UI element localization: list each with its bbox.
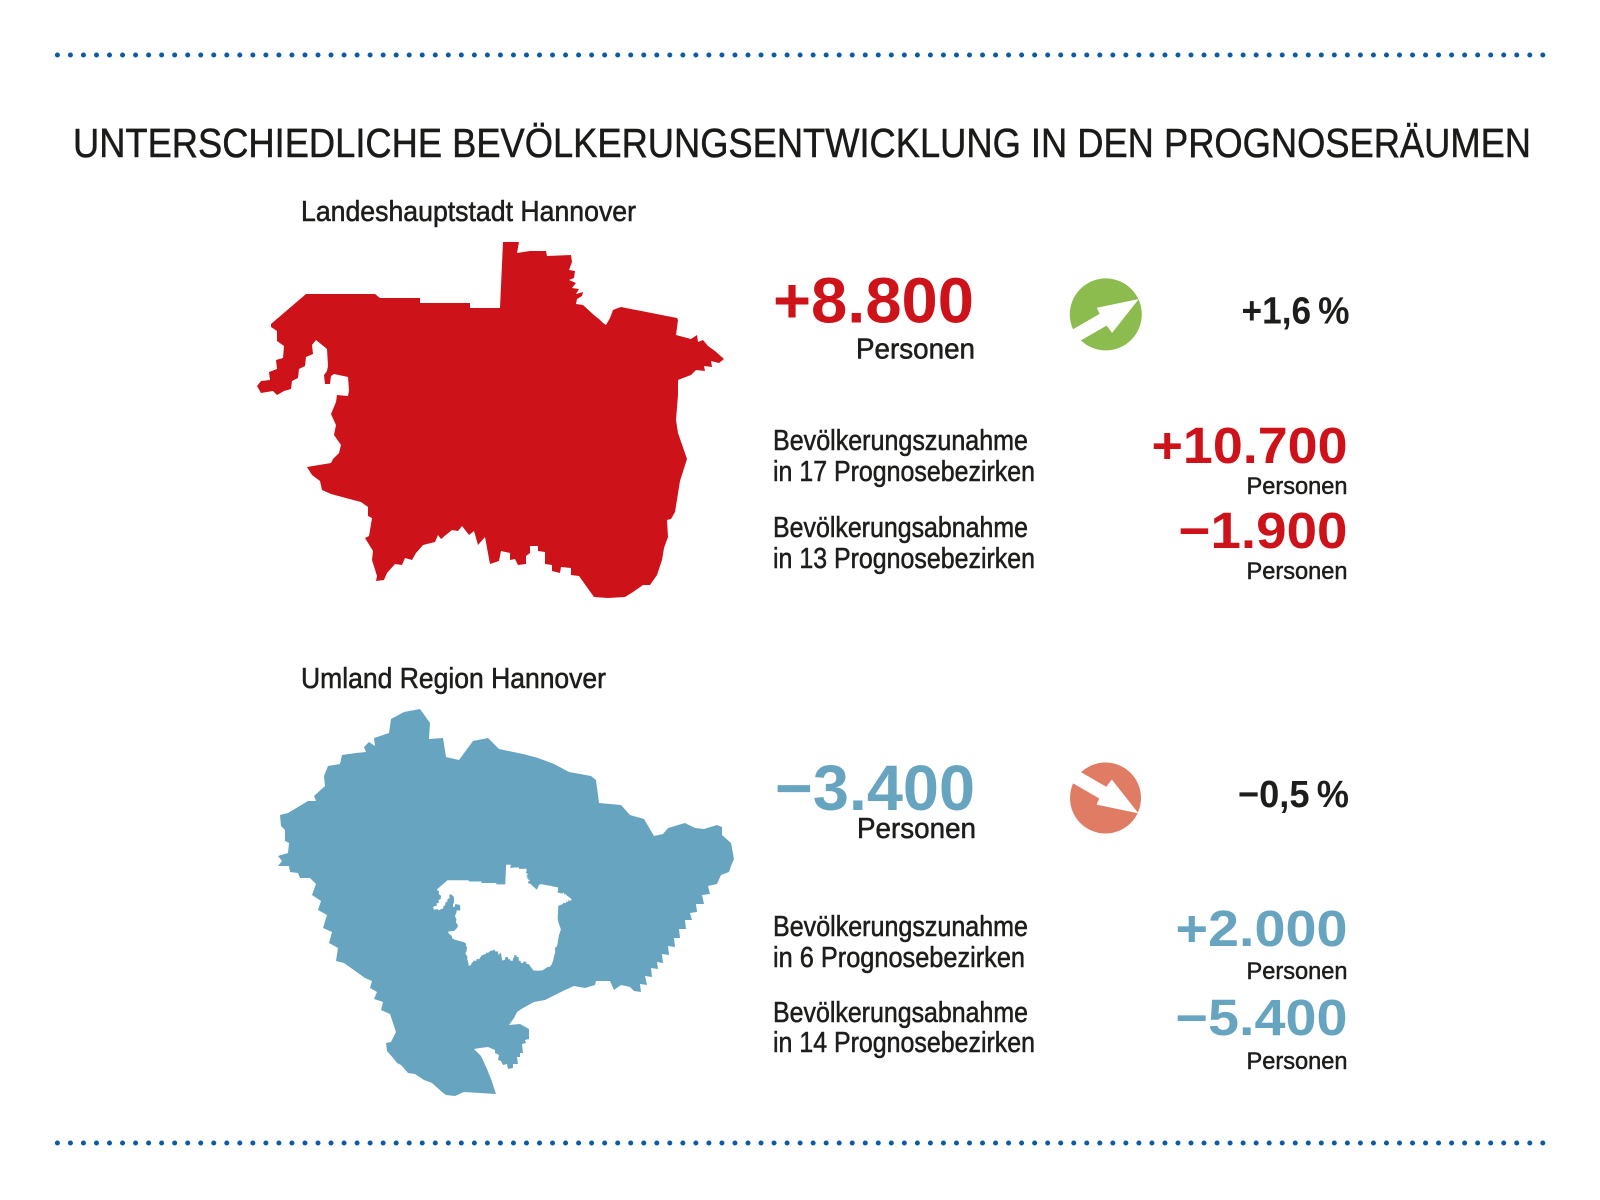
svg-text:+8.800: +8.800 (773, 265, 974, 337)
svg-text:in 17 Prognosebezirken: in 17 Prognosebezirken (773, 456, 1035, 488)
svg-text:in 6 Prognosebezirken: in 6 Prognosebezirken (773, 942, 1025, 974)
svg-text:Personen: Personen (1247, 958, 1348, 985)
svg-text:+1,6 %: +1,6 % (1242, 291, 1350, 333)
svg-text:Personen: Personen (1247, 1048, 1348, 1075)
svg-text:+2.000: +2.000 (1176, 900, 1348, 957)
svg-text:Bevölkerungszunahme: Bevölkerungszunahme (773, 911, 1028, 943)
svg-text:−3.400: −3.400 (775, 752, 975, 824)
svg-text:Personen: Personen (856, 334, 975, 366)
svg-text:−0,5 %: −0,5 % (1238, 774, 1349, 816)
svg-text:Bevölkerungsabnahme: Bevölkerungsabnahme (773, 997, 1028, 1029)
svg-text:−5.400: −5.400 (1176, 989, 1348, 1046)
svg-text:−1.900: −1.900 (1179, 502, 1348, 559)
svg-text:Bevölkerungsabnahme: Bevölkerungsabnahme (773, 512, 1028, 544)
svg-text:Personen: Personen (857, 813, 976, 845)
svg-text:in 13 Prognosebezirken: in 13 Prognosebezirken (773, 543, 1035, 575)
svg-text:Personen: Personen (1247, 473, 1348, 500)
svg-text:Bevölkerungszunahme: Bevölkerungszunahme (773, 425, 1028, 457)
svg-text:+10.700: +10.700 (1152, 417, 1348, 474)
svg-text:in 14 Prognosebezirken: in 14 Prognosebezirken (773, 1027, 1035, 1059)
svg-text:Personen: Personen (1247, 558, 1348, 585)
svg-text:UNTERSCHIEDLICHE BEVÖLKERUNGSE: UNTERSCHIEDLICHE BEVÖLKERUNGSENTWICKLUNG… (73, 120, 1531, 166)
svg-text:Landeshauptstadt Hannover: Landeshauptstadt Hannover (301, 196, 636, 228)
svg-text:Umland Region Hannover: Umland Region Hannover (301, 663, 606, 695)
